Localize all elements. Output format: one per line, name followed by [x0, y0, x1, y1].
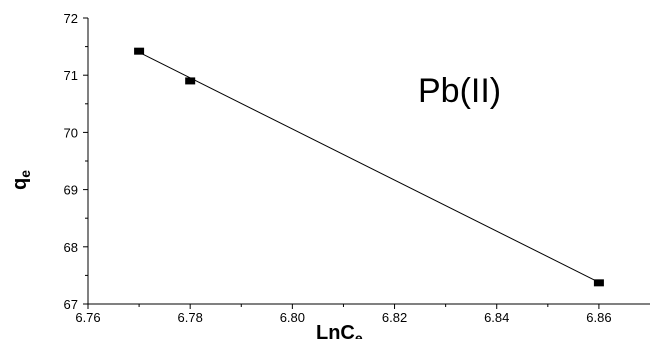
y-axis-title-sub: e [17, 170, 33, 178]
y-ticks: 67 68 69 70 71 72 [64, 11, 88, 312]
x-tick-label: 6.86 [586, 310, 611, 325]
y-tick-label: 69 [64, 183, 78, 198]
y-tick-label: 70 [64, 125, 78, 140]
y-tick-label: 72 [64, 11, 78, 26]
x-tick-label: 6.78 [178, 310, 203, 325]
data-point [134, 47, 145, 55]
y-tick-label: 67 [64, 297, 78, 312]
annotation-label: Pb(II) [418, 72, 501, 110]
y-tick-label: 68 [64, 240, 78, 255]
data-point [185, 77, 196, 85]
x-axis-title-main: LnC [316, 322, 355, 339]
data-points [134, 47, 604, 287]
y-axis-title: qe [9, 170, 33, 190]
x-axis-title: LnCe [316, 322, 363, 339]
x-axis-title-sub: e [355, 330, 363, 339]
data-point [593, 279, 604, 287]
axes [87, 18, 650, 305]
x-tick-label: 6.76 [75, 310, 100, 325]
x-tick-label: 6.80 [280, 310, 305, 325]
y-axis-title-main: q [9, 178, 31, 190]
x-ticks: 6.76 6.78 6.80 6.82 6.84 6.86 [75, 304, 612, 325]
y-tick-label: 71 [64, 68, 78, 83]
fit-line [138, 51, 600, 283]
x-tick-label: 6.84 [484, 310, 509, 325]
x-tick-label: 6.82 [382, 310, 407, 325]
